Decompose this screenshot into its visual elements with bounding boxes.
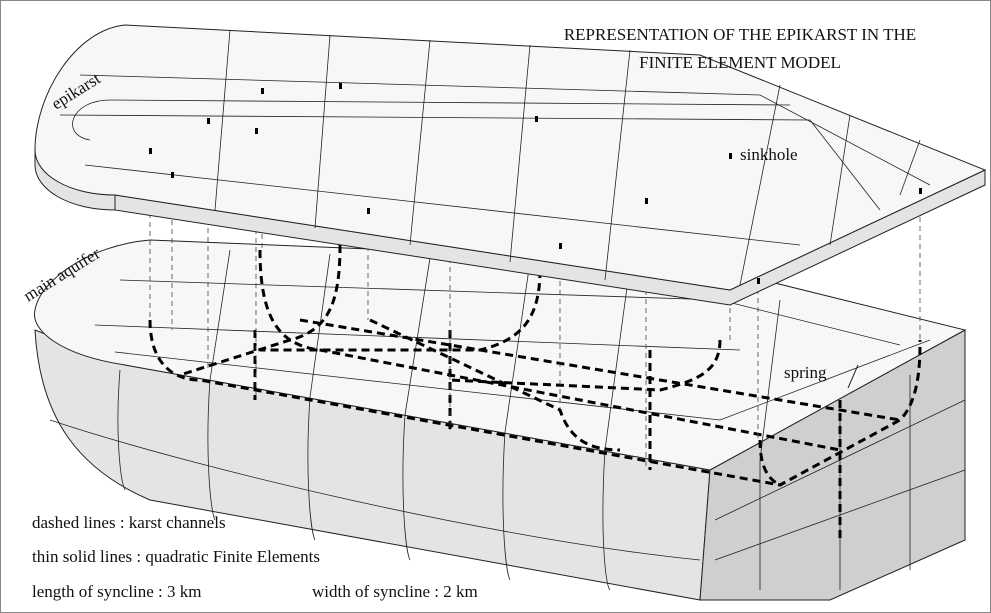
label: spring — [784, 363, 827, 382]
epikarst — [34, 24, 987, 306]
legend: dashed lines : karst channels — [32, 513, 226, 532]
title: FINITE ELEMENT MODEL — [639, 53, 841, 72]
legend: thin solid lines : quadratic Finite Elem… — [32, 547, 320, 566]
title: REPRESENTATION OF THE EPIKARST IN THE — [564, 25, 916, 44]
spring-arrow — [847, 364, 859, 389]
legend: width of syncline : 2 km — [312, 582, 478, 601]
legend: length of syncline : 3 km — [32, 582, 202, 601]
sinkholes — [149, 83, 922, 284]
label: sinkhole — [740, 145, 798, 164]
karst-channels — [148, 244, 922, 540]
